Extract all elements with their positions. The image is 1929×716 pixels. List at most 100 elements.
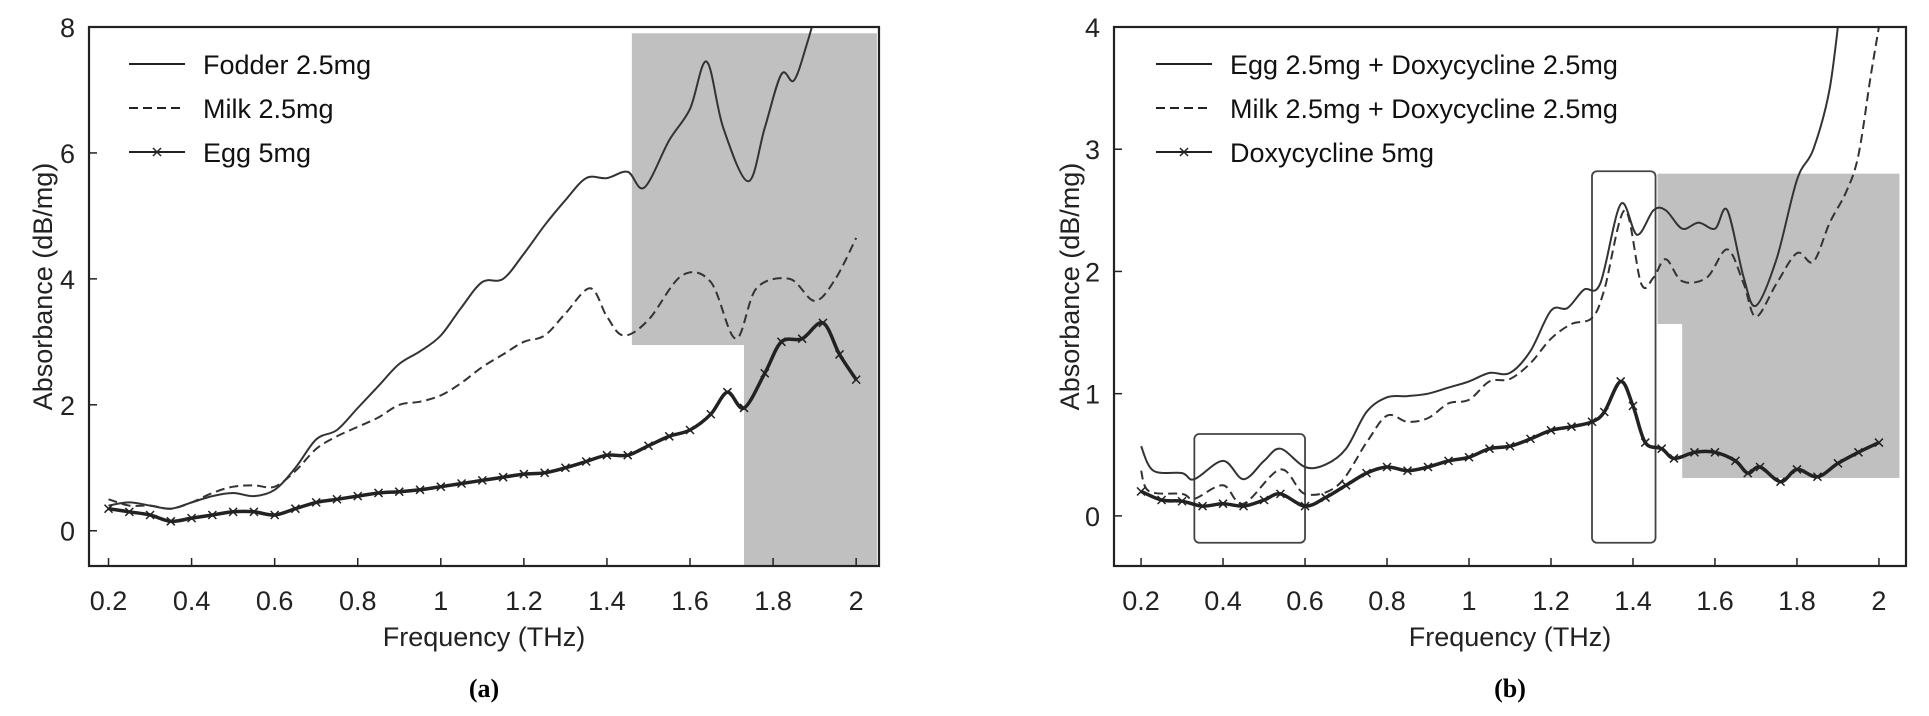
x-tick-label: 0.2 bbox=[90, 586, 128, 616]
shaded-region bbox=[631, 33, 877, 345]
data-point-marker bbox=[332, 494, 342, 504]
axes-frame bbox=[87, 25, 881, 568]
data-point-marker bbox=[290, 504, 300, 514]
data-point-marker bbox=[1464, 452, 1474, 462]
highlight-box bbox=[1591, 170, 1657, 544]
data-point-marker bbox=[722, 387, 732, 397]
data-point-marker bbox=[1239, 501, 1249, 511]
data-point-marker bbox=[394, 487, 404, 497]
data-point-marker bbox=[1730, 456, 1741, 466]
data-point-marker bbox=[353, 491, 363, 501]
x-tick-label: 1.4 bbox=[1614, 586, 1652, 616]
x-tick-label: 0.8 bbox=[339, 586, 377, 616]
data-point-marker bbox=[1657, 444, 1667, 454]
data-point-marker bbox=[818, 318, 828, 328]
data-point-marker bbox=[1546, 425, 1556, 435]
x-tick-label: 1.6 bbox=[671, 586, 709, 616]
y-tick-label: 6 bbox=[60, 139, 75, 169]
data-point-marker bbox=[1361, 468, 1372, 478]
panel-label: (a) bbox=[469, 674, 499, 703]
panel-a: 0.2 0.4 0.6 0.8 1 1.2 1.4 1.6 1.8 2 0 2 4 6 8 Frequency… bbox=[28, 13, 881, 703]
x-tick-label: 1.2 bbox=[505, 586, 543, 616]
axes-frame bbox=[1112, 25, 1908, 568]
plot-area bbox=[103, 27, 877, 566]
x-tick-label: 2 bbox=[849, 586, 864, 616]
data-point-marker bbox=[477, 475, 487, 485]
data-point-marker bbox=[602, 450, 612, 460]
data-point-marker bbox=[1320, 493, 1331, 503]
panel-label: (b) bbox=[1494, 674, 1526, 703]
data-point-marker bbox=[1669, 453, 1679, 463]
data-point-marker bbox=[1259, 495, 1269, 505]
x-tick-label: 1.8 bbox=[754, 586, 792, 616]
data-point-marker bbox=[760, 368, 770, 378]
legend-label: Egg 2.5mg + Doxycycline 2.5mg bbox=[1230, 50, 1618, 80]
data-point-marker bbox=[1689, 447, 1700, 457]
data-point-marker bbox=[207, 510, 217, 520]
y-tick-label: 4 bbox=[60, 265, 75, 295]
data-point-marker bbox=[1443, 456, 1454, 466]
data-point-marker bbox=[1402, 466, 1413, 476]
data-point-marker bbox=[519, 469, 529, 479]
data-point-marker bbox=[1484, 444, 1495, 454]
data-point-marker bbox=[187, 513, 197, 523]
series-line-2 bbox=[108, 320, 858, 524]
y-tick-label: 0 bbox=[1085, 502, 1100, 532]
data-point-marker bbox=[1874, 438, 1884, 448]
plot-area bbox=[1136, 27, 1900, 544]
data-point-marker bbox=[776, 337, 786, 347]
series-line-0 bbox=[1140, 27, 1839, 481]
y-tick-label: 1 bbox=[1085, 380, 1100, 410]
data-point-marker bbox=[797, 334, 807, 344]
x-tick-label: 1 bbox=[1461, 586, 1476, 616]
legend-marker bbox=[152, 147, 162, 157]
data-point-marker bbox=[228, 507, 238, 517]
x-tick-label: 1.6 bbox=[1696, 586, 1734, 616]
data-point-marker bbox=[835, 349, 845, 359]
data-point-marker bbox=[311, 497, 321, 507]
legend-label: Milk 2.5mg bbox=[203, 94, 334, 124]
data-point-marker bbox=[1157, 495, 1167, 505]
data-point-marker bbox=[1710, 447, 1720, 457]
data-point-marker bbox=[415, 485, 425, 495]
data-point-marker bbox=[1599, 407, 1609, 417]
data-point-marker bbox=[1198, 501, 1208, 511]
x-tick-label: 0.8 bbox=[1368, 586, 1406, 616]
y-tick-label: 4 bbox=[1085, 13, 1100, 43]
data-point-marker bbox=[1640, 438, 1650, 448]
x-tick-label: 0.4 bbox=[173, 586, 211, 616]
data-point-marker bbox=[540, 468, 550, 478]
shaded-region bbox=[1682, 324, 1900, 478]
legend-label: Egg 5mg bbox=[203, 138, 311, 168]
data-point-marker bbox=[851, 375, 861, 385]
series-line-2 bbox=[1140, 379, 1880, 508]
legend: Fodder 2.5mg Milk 2.5mg Egg 5mg bbox=[129, 50, 371, 168]
data-point-marker bbox=[1341, 480, 1351, 490]
data-point-marker bbox=[1755, 462, 1765, 472]
data-point-marker bbox=[1177, 496, 1187, 506]
data-point-marker bbox=[1566, 422, 1577, 432]
series-line-0 bbox=[108, 27, 813, 510]
y-tick-label: 8 bbox=[60, 13, 75, 43]
y-axis-label: Absorbance (dB/mg) bbox=[28, 163, 58, 411]
x-tick-label: 0.6 bbox=[256, 586, 294, 616]
y-tick-label: 3 bbox=[1085, 135, 1100, 165]
series-line-1 bbox=[1140, 27, 1880, 505]
data-point-marker bbox=[124, 507, 134, 517]
data-point-marker bbox=[706, 409, 716, 419]
legend-label: Doxycycline 5mg bbox=[1230, 138, 1434, 168]
data-point-marker bbox=[685, 425, 695, 435]
data-point-marker bbox=[1833, 458, 1843, 468]
panel-b: 0.2 0.4 0.6 0.8 1 1.2 1.4 1.6 1.8 2 0 1 2 3 4 Frequency… bbox=[1055, 13, 1908, 703]
legend-marker bbox=[1179, 147, 1189, 157]
y-tick-label: 2 bbox=[1085, 257, 1100, 287]
x-tick-label: 1.2 bbox=[1532, 586, 1570, 616]
data-point-marker bbox=[373, 488, 384, 498]
data-point-marker bbox=[249, 507, 259, 517]
data-point-marker bbox=[103, 504, 114, 514]
data-point-marker bbox=[581, 456, 591, 467]
data-point-marker bbox=[1743, 468, 1753, 478]
x-tick-label: 1.8 bbox=[1778, 586, 1816, 616]
data-point-marker bbox=[1136, 486, 1146, 496]
data-point-marker bbox=[1587, 417, 1597, 427]
